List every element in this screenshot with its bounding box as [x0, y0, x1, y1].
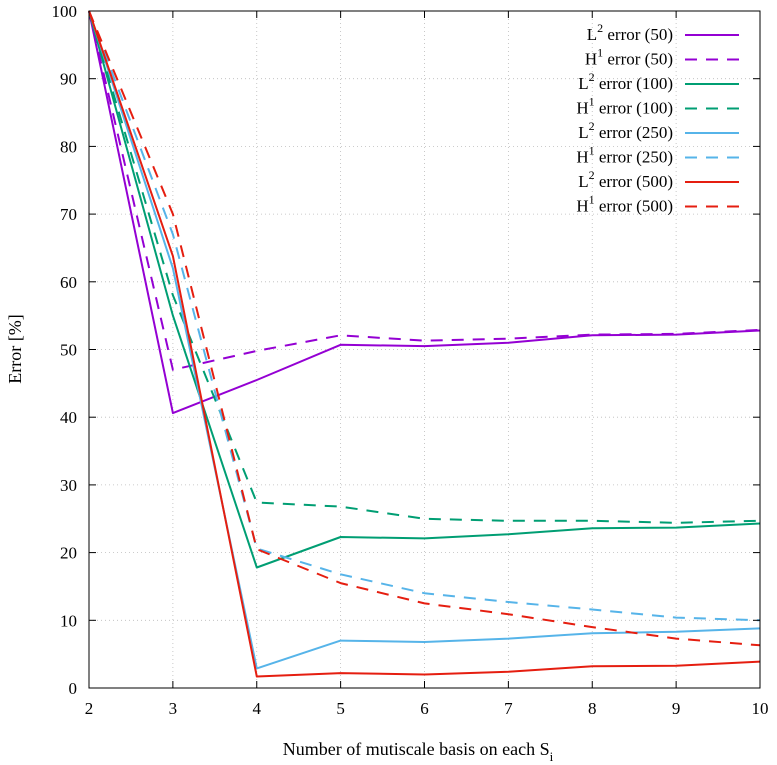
- legend-label-6: L2 error (500): [578, 168, 673, 191]
- legend-label-sup-2: 2: [589, 70, 595, 84]
- series-line-2: [88, 10, 761, 569]
- legend-label-sup-3: 1: [589, 95, 595, 109]
- legend-label-rest-5: error (250): [595, 148, 673, 167]
- legend-label-base-5: H: [576, 148, 588, 167]
- legend-label-base-7: H: [576, 197, 588, 216]
- y-tick-label-70: 70: [60, 205, 77, 224]
- y-tick-label-50: 50: [60, 341, 77, 360]
- series-line-1: [88, 10, 761, 371]
- legend-label-base-3: H: [576, 99, 588, 118]
- legend: L2 error (50)H1 error (50)L2 error (100)…: [576, 21, 739, 216]
- plot-area: [88, 10, 761, 678]
- legend-label-rest-4: error (250): [595, 123, 673, 142]
- legend-label-sup-7: 1: [589, 193, 595, 207]
- legend-label-2: L2 error (100): [578, 70, 673, 93]
- x-tick-label-3: 3: [169, 699, 178, 718]
- x-axis-label-subscript: i: [550, 749, 554, 764]
- legend-label-3: H1 error (100): [576, 95, 673, 118]
- legend-label-sup-0: 2: [597, 21, 603, 35]
- legend-label-sup-5: 1: [589, 144, 595, 158]
- series-line-5: [88, 10, 761, 622]
- legend-label-7: H1 error (500): [576, 193, 673, 216]
- legend-label-1: H1 error (50): [585, 46, 673, 69]
- legend-label-sup-1: 1: [597, 46, 603, 60]
- x-tick-label-6: 6: [420, 699, 429, 718]
- series-line-3: [88, 10, 761, 524]
- x-tick-label-2: 2: [85, 699, 94, 718]
- y-tick-label-0: 0: [69, 679, 78, 698]
- legend-label-base-4: L: [578, 123, 588, 142]
- legend-label-0: L2 error (50): [587, 21, 673, 44]
- series-line-7: [88, 10, 761, 647]
- legend-label-4: L2 error (250): [578, 119, 673, 142]
- y-tick-label-30: 30: [60, 476, 77, 495]
- legend-label-rest-6: error (500): [595, 172, 673, 191]
- legend-label-rest-1: error (50): [603, 50, 673, 69]
- legend-label-base-1: H: [585, 50, 597, 69]
- x-tick-label-7: 7: [504, 699, 513, 718]
- legend-label-rest-0: error (50): [603, 25, 673, 44]
- x-tick-label-4: 4: [253, 699, 262, 718]
- legend-label-sup-6: 2: [589, 168, 595, 182]
- legend-label-rest-2: error (100): [595, 74, 673, 93]
- legend-label-rest-7: error (500): [595, 197, 673, 216]
- y-tick-label-40: 40: [60, 408, 77, 427]
- x-tick-label-5: 5: [336, 699, 345, 718]
- x-tick-label-10: 10: [752, 699, 769, 718]
- legend-label-base-6: L: [578, 172, 588, 191]
- y-axis-label: Error [%]: [5, 314, 25, 383]
- x-tick-label-8: 8: [588, 699, 597, 718]
- x-axis-label-main: Number of mutiscale basis on each S: [283, 739, 550, 759]
- legend-label-base-2: L: [578, 74, 588, 93]
- legend-label-base-0: L: [587, 25, 597, 44]
- legend-label-5: H1 error (250): [576, 144, 673, 167]
- series-line-6: [88, 10, 761, 678]
- y-tick-label-100: 100: [52, 2, 78, 21]
- y-tick-label-20: 20: [60, 544, 77, 563]
- x-tick-label-9: 9: [672, 699, 681, 718]
- x-axis-label: Number of mutiscale basis on each Si: [283, 739, 554, 764]
- y-tick-label-10: 10: [60, 611, 77, 630]
- axis-ticks: 0 10 20 30 40 50 60 70 80 90 100 2 3 4 5 6 7 8 9 10: [52, 2, 769, 718]
- y-tick-label-90: 90: [60, 70, 77, 89]
- y-tick-label-60: 60: [60, 273, 77, 292]
- legend-label-sup-4: 2: [589, 119, 595, 133]
- legend-label-rest-3: error (100): [595, 99, 673, 118]
- series-line-4: [88, 10, 761, 670]
- y-tick-label-80: 80: [60, 137, 77, 156]
